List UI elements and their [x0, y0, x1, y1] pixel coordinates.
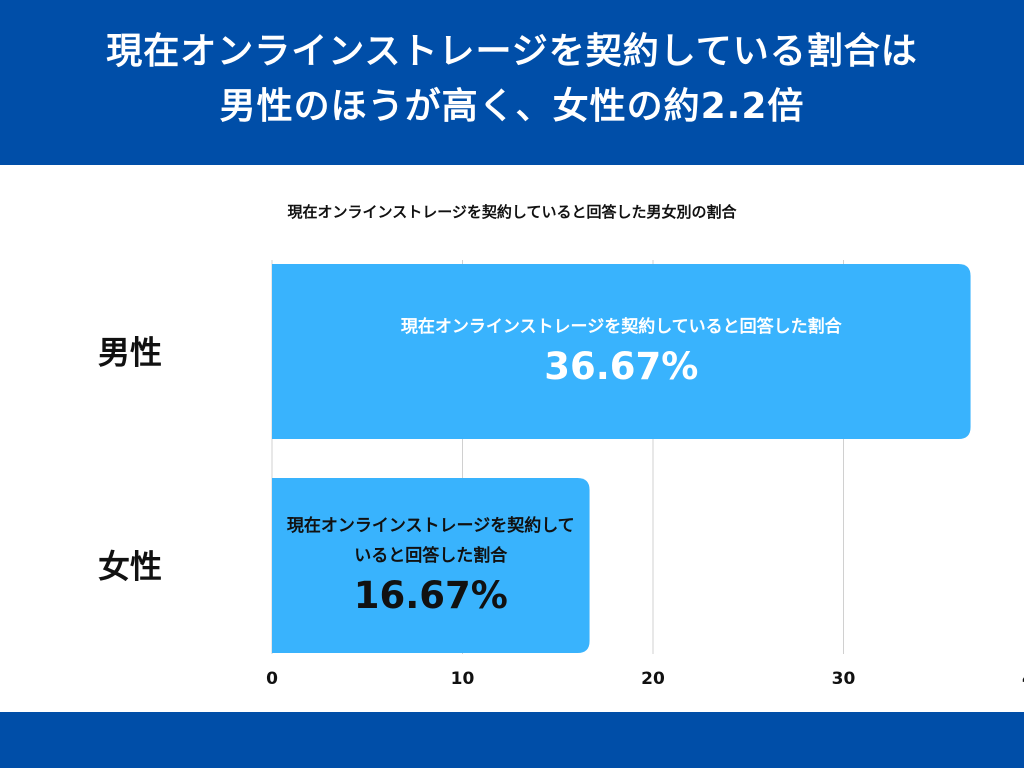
data-label: 16.67% — [353, 573, 508, 617]
bar-label-0: 現在オンラインストレージを契約していると回答した割合 36.67% — [272, 264, 971, 439]
category-label: 男性 — [98, 334, 162, 372]
tick-label: 10 — [451, 669, 475, 689]
bar-0 — [272, 264, 971, 439]
tick-label: 30 — [832, 669, 856, 689]
tick-label: 0 — [266, 669, 278, 689]
bar-label-1: 現在オンラインストレージを契約していると回答した割合 16.67% — [272, 478, 590, 653]
tick-label: 4 — [1022, 669, 1024, 689]
data-label: 36.67% — [544, 344, 699, 388]
footer-banner — [0, 712, 1024, 768]
bar-1 — [272, 478, 590, 653]
headline-line-2: 男性のほうが高く、女性の約2.2倍 — [219, 86, 805, 127]
bar-description: 現在オンラインストレージを契約していると回答した割合 — [400, 316, 842, 337]
header-banner: 現在オンラインストレージを契約している割合は 男性のほうが高く、女性の約2.2倍 — [0, 0, 1024, 165]
chart-title: 現在オンラインストレージを契約していると回答した男女別の割合 — [287, 203, 737, 221]
bar-description: 現在オンラインストレージを契約していると回答した割合 — [286, 515, 575, 566]
tick-label: 20 — [641, 669, 665, 689]
headline-line-1: 現在オンラインストレージを契約している割合は — [106, 31, 918, 72]
category-label: 女性 — [98, 548, 162, 586]
